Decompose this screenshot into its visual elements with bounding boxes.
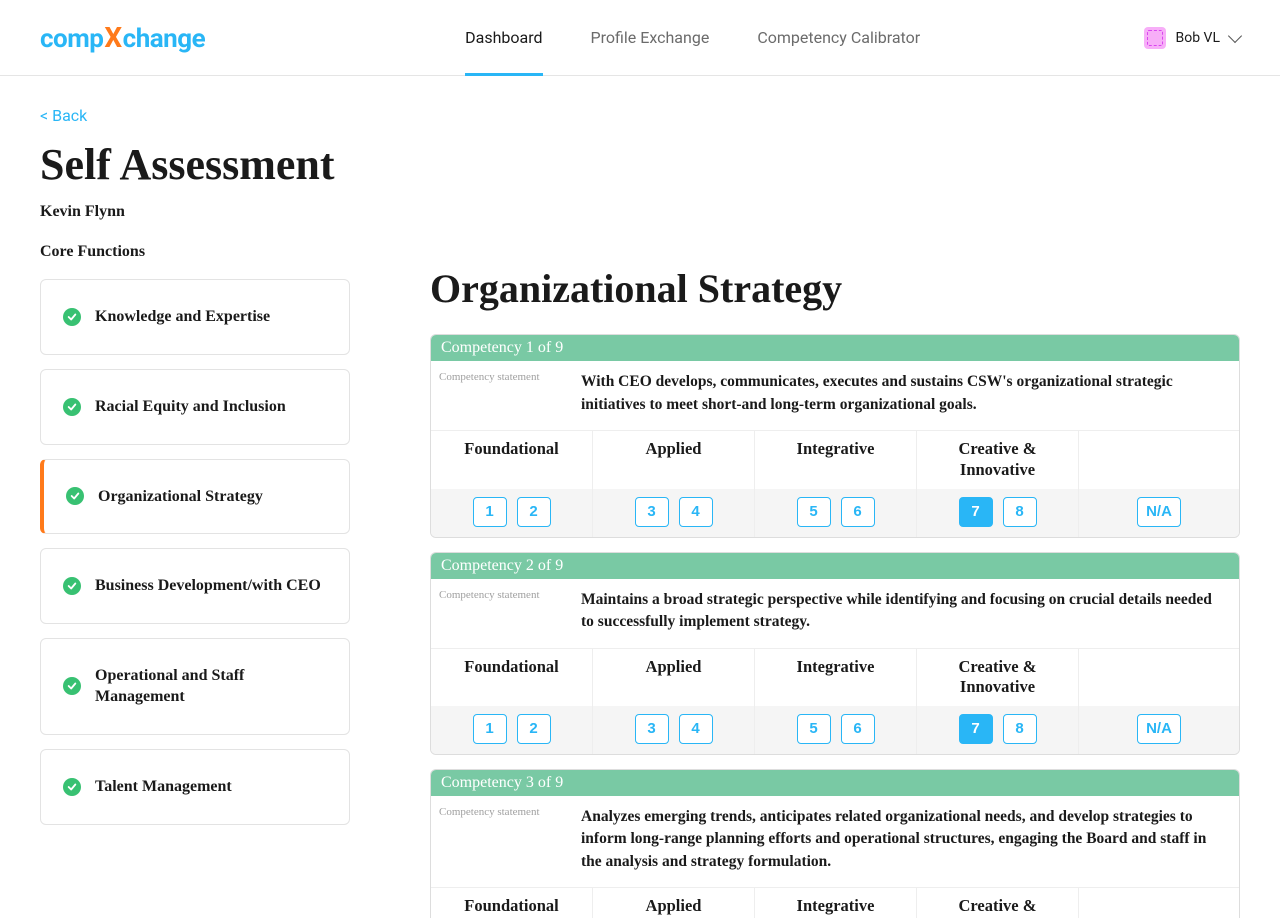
rating-button[interactable]: N/A	[1137, 714, 1181, 744]
rating-button[interactable]: 5	[797, 714, 831, 744]
main-content: Organizational Strategy Competency 1 of …	[430, 279, 1240, 918]
competency-header: Competency 3 of 9	[431, 770, 1239, 796]
rating-button[interactable]: 8	[1003, 497, 1037, 527]
level-header: Integrative	[755, 648, 917, 706]
rating-button[interactable]: 7	[959, 497, 993, 527]
level-header: Applied	[593, 887, 755, 918]
check-icon	[63, 677, 81, 695]
level-header-empty	[1079, 430, 1239, 488]
nav-item-competency-calibrator[interactable]: Competency Calibrator	[757, 0, 920, 76]
back-link[interactable]: < Back	[40, 106, 1240, 125]
rating-cell: 78	[917, 489, 1079, 537]
rating-cell: N/A	[1079, 706, 1239, 754]
rating-button[interactable]: 7	[959, 714, 993, 744]
level-header: Integrative	[755, 430, 917, 488]
core-function-card[interactable]: Organizational Strategy	[40, 459, 350, 535]
logo-comp: comp	[40, 24, 103, 54]
rating-cell: 34	[593, 489, 755, 537]
rating-cell: 78	[917, 706, 1079, 754]
rating-button[interactable]: N/A	[1137, 497, 1181, 527]
user-name: Bob VL	[1176, 30, 1221, 46]
nav-item-dashboard[interactable]: Dashboard	[465, 0, 542, 76]
rating-cell: 34	[593, 706, 755, 754]
core-function-label: Organizational Strategy	[98, 486, 263, 508]
check-icon	[63, 778, 81, 796]
level-header: Foundational	[431, 648, 593, 706]
chevron-down-icon	[1228, 28, 1242, 42]
level-header-empty	[1079, 648, 1239, 706]
competency-statement: Maintains a broad strategic perspective …	[581, 579, 1239, 648]
competency-statement-label: Competency statement	[431, 796, 581, 887]
core-function-label: Knowledge and Expertise	[95, 306, 270, 328]
logo-x: X	[104, 21, 121, 54]
competency-header: Competency 2 of 9	[431, 553, 1239, 579]
rating-button[interactable]: 3	[635, 714, 669, 744]
core-functions-sidebar: Knowledge and Expertise Racial Equity and…	[40, 279, 350, 918]
rating-cell: 12	[431, 706, 593, 754]
level-header: Foundational	[431, 430, 593, 488]
competency-statement: Analyzes emerging trends, anticipates re…	[581, 796, 1239, 887]
competency-statement: With CEO develops, communicates, execute…	[581, 361, 1239, 430]
level-header: Foundational	[431, 887, 593, 918]
core-function-card[interactable]: Business Development/with CEO	[40, 548, 350, 624]
competency-statement-label: Competency statement	[431, 579, 581, 648]
core-function-card[interactable]: Talent Management	[40, 749, 350, 825]
core-function-card[interactable]: Racial Equity and Inclusion	[40, 369, 350, 445]
main-nav: Dashboard Profile Exchange Competency Cali…	[465, 0, 920, 76]
check-icon	[63, 308, 81, 326]
core-function-card[interactable]: Operational and Staff Management	[40, 638, 350, 735]
check-icon	[63, 577, 81, 595]
rating-button[interactable]: 6	[841, 497, 875, 527]
rating-button[interactable]: 1	[473, 714, 507, 744]
level-header-empty	[1079, 887, 1239, 918]
competency-block: Competency 3 of 9Competency statementAna…	[430, 769, 1240, 918]
competency-header: Competency 1 of 9	[431, 335, 1239, 361]
header: comp X change Dashboard Profile Exchange C…	[0, 0, 1280, 76]
level-header: Applied	[593, 648, 755, 706]
user-menu[interactable]: Bob VL	[1144, 27, 1241, 49]
rating-button[interactable]: 5	[797, 497, 831, 527]
core-function-card[interactable]: Knowledge and Expertise	[40, 279, 350, 355]
core-function-label: Talent Management	[95, 776, 232, 798]
level-header: Integrative	[755, 887, 917, 918]
rating-button[interactable]: 2	[517, 714, 551, 744]
rating-cell: 12	[431, 489, 593, 537]
rating-button[interactable]: 6	[841, 714, 875, 744]
core-function-label: Operational and Staff Management	[95, 665, 327, 708]
core-function-label: Racial Equity and Inclusion	[95, 396, 286, 418]
rating-cell: N/A	[1079, 489, 1239, 537]
rating-button[interactable]: 1	[473, 497, 507, 527]
level-header: Creative & Innovative	[917, 648, 1079, 706]
main-heading: Organizational Strategy	[430, 265, 1240, 312]
rating-cell: 56	[755, 489, 917, 537]
logo: comp X change	[40, 21, 205, 54]
nav-item-profile-exchange[interactable]: Profile Exchange	[591, 0, 710, 76]
rating-button[interactable]: 2	[517, 497, 551, 527]
logo-change: change	[123, 24, 206, 54]
rating-button[interactable]: 8	[1003, 714, 1037, 744]
rating-button[interactable]: 4	[679, 497, 713, 527]
core-function-label: Business Development/with CEO	[95, 575, 321, 597]
rating-button[interactable]: 4	[679, 714, 713, 744]
rating-cell: 56	[755, 706, 917, 754]
level-header: Creative & Innovative	[917, 430, 1079, 488]
section-label: Core Functions	[40, 243, 1240, 261]
person-name: Kevin Flynn	[40, 203, 1240, 221]
level-header: Creative & Innovative	[917, 887, 1079, 918]
check-icon	[63, 398, 81, 416]
rating-button[interactable]: 3	[635, 497, 669, 527]
competency-block: Competency 1 of 9Competency statementWit…	[430, 334, 1240, 537]
page-title: Self Assessment	[40, 141, 1240, 189]
level-header: Applied	[593, 430, 755, 488]
competency-block: Competency 2 of 9Competency statementMai…	[430, 552, 1240, 755]
check-icon	[66, 487, 84, 505]
avatar	[1144, 27, 1166, 49]
competency-statement-label: Competency statement	[431, 361, 581, 430]
